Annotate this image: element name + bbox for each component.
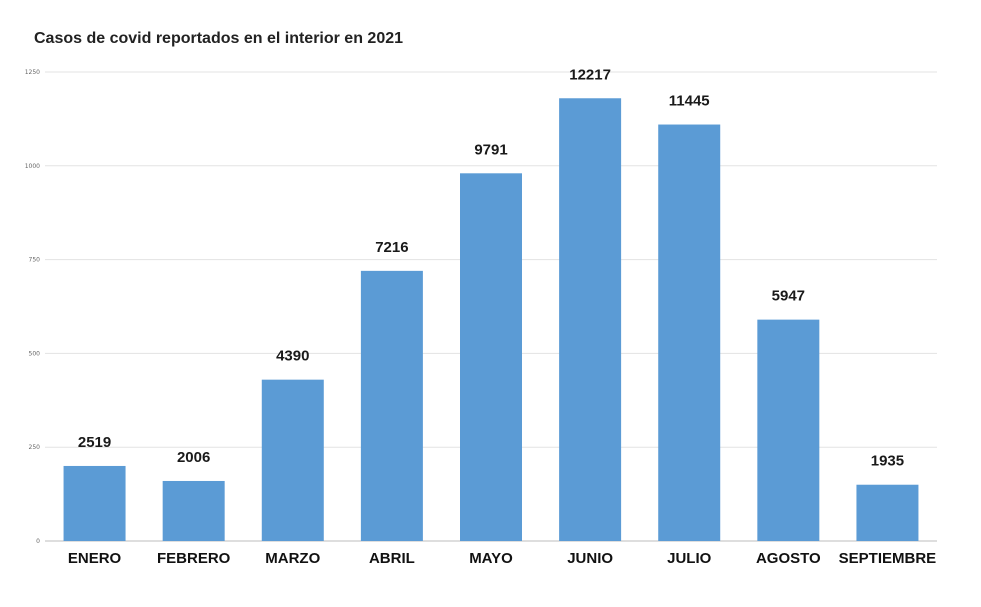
data-label: 9791: [474, 141, 507, 158]
y-tick-label: 1250: [25, 69, 40, 76]
chart-title: Casos de covid reportados en el interior…: [34, 30, 404, 47]
bar: [460, 173, 522, 541]
x-tick-label: ABRIL: [369, 550, 415, 567]
data-label: 4390: [276, 348, 309, 365]
x-tick-label: FEBRERO: [157, 550, 231, 567]
y-tick-label: 1000: [25, 163, 40, 170]
y-tick-label: 750: [29, 257, 41, 264]
bar: [261, 379, 324, 541]
y-tick-label: 250: [29, 444, 41, 451]
bar: [360, 270, 423, 541]
data-label: 1935: [871, 453, 904, 470]
bar: [63, 465, 126, 541]
data-label: 5947: [772, 288, 805, 305]
x-tick-label: JUNIO: [567, 550, 613, 567]
x-tick-label: SEPTIEMBRE: [839, 550, 937, 567]
bar: [162, 480, 225, 541]
x-tick-label: JULIO: [667, 550, 712, 567]
bar: [856, 484, 919, 541]
data-label: 12217: [569, 66, 611, 83]
bar: [559, 98, 622, 541]
bar: [658, 124, 721, 541]
data-label: 2519: [78, 434, 111, 451]
y-tick-label: 0: [36, 538, 40, 545]
data-label: 11445: [669, 93, 710, 110]
x-tick-label: MAYO: [469, 550, 513, 567]
x-tick-label: MARZO: [265, 550, 320, 567]
x-tick-label: ENERO: [68, 550, 122, 567]
x-tick-label: AGOSTO: [756, 550, 821, 567]
data-label: 7216: [375, 239, 408, 256]
y-tick-label: 500: [29, 350, 41, 357]
bar: [757, 319, 820, 541]
data-label: 2006: [177, 449, 210, 466]
